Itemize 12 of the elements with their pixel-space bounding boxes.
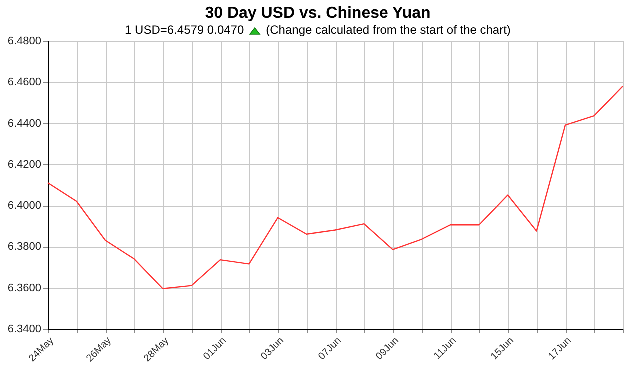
y-tick-label: 6.3400 <box>8 324 42 336</box>
text: (Change calculated from the start of the chart) <box>266 23 511 38</box>
y-tick-label: 6.4800 <box>8 36 42 48</box>
y-tick-label: 6.4600 <box>8 76 42 89</box>
chart-title: 30 Day USD vs. Chinese Yuan <box>204 4 432 23</box>
line-series <box>47 86 624 290</box>
y-tick-label: 6.4200 <box>8 158 42 171</box>
y-tick-label: 6.3600 <box>8 282 42 294</box>
y-tick-label: 6.4400 <box>8 118 42 130</box>
chart-subtitle: 1 USD=6.4579 0.0470 <box>125 23 244 38</box>
y-tick-label: 6.4000 <box>8 200 42 212</box>
y-tick-label: 6.3800 <box>8 241 42 254</box>
